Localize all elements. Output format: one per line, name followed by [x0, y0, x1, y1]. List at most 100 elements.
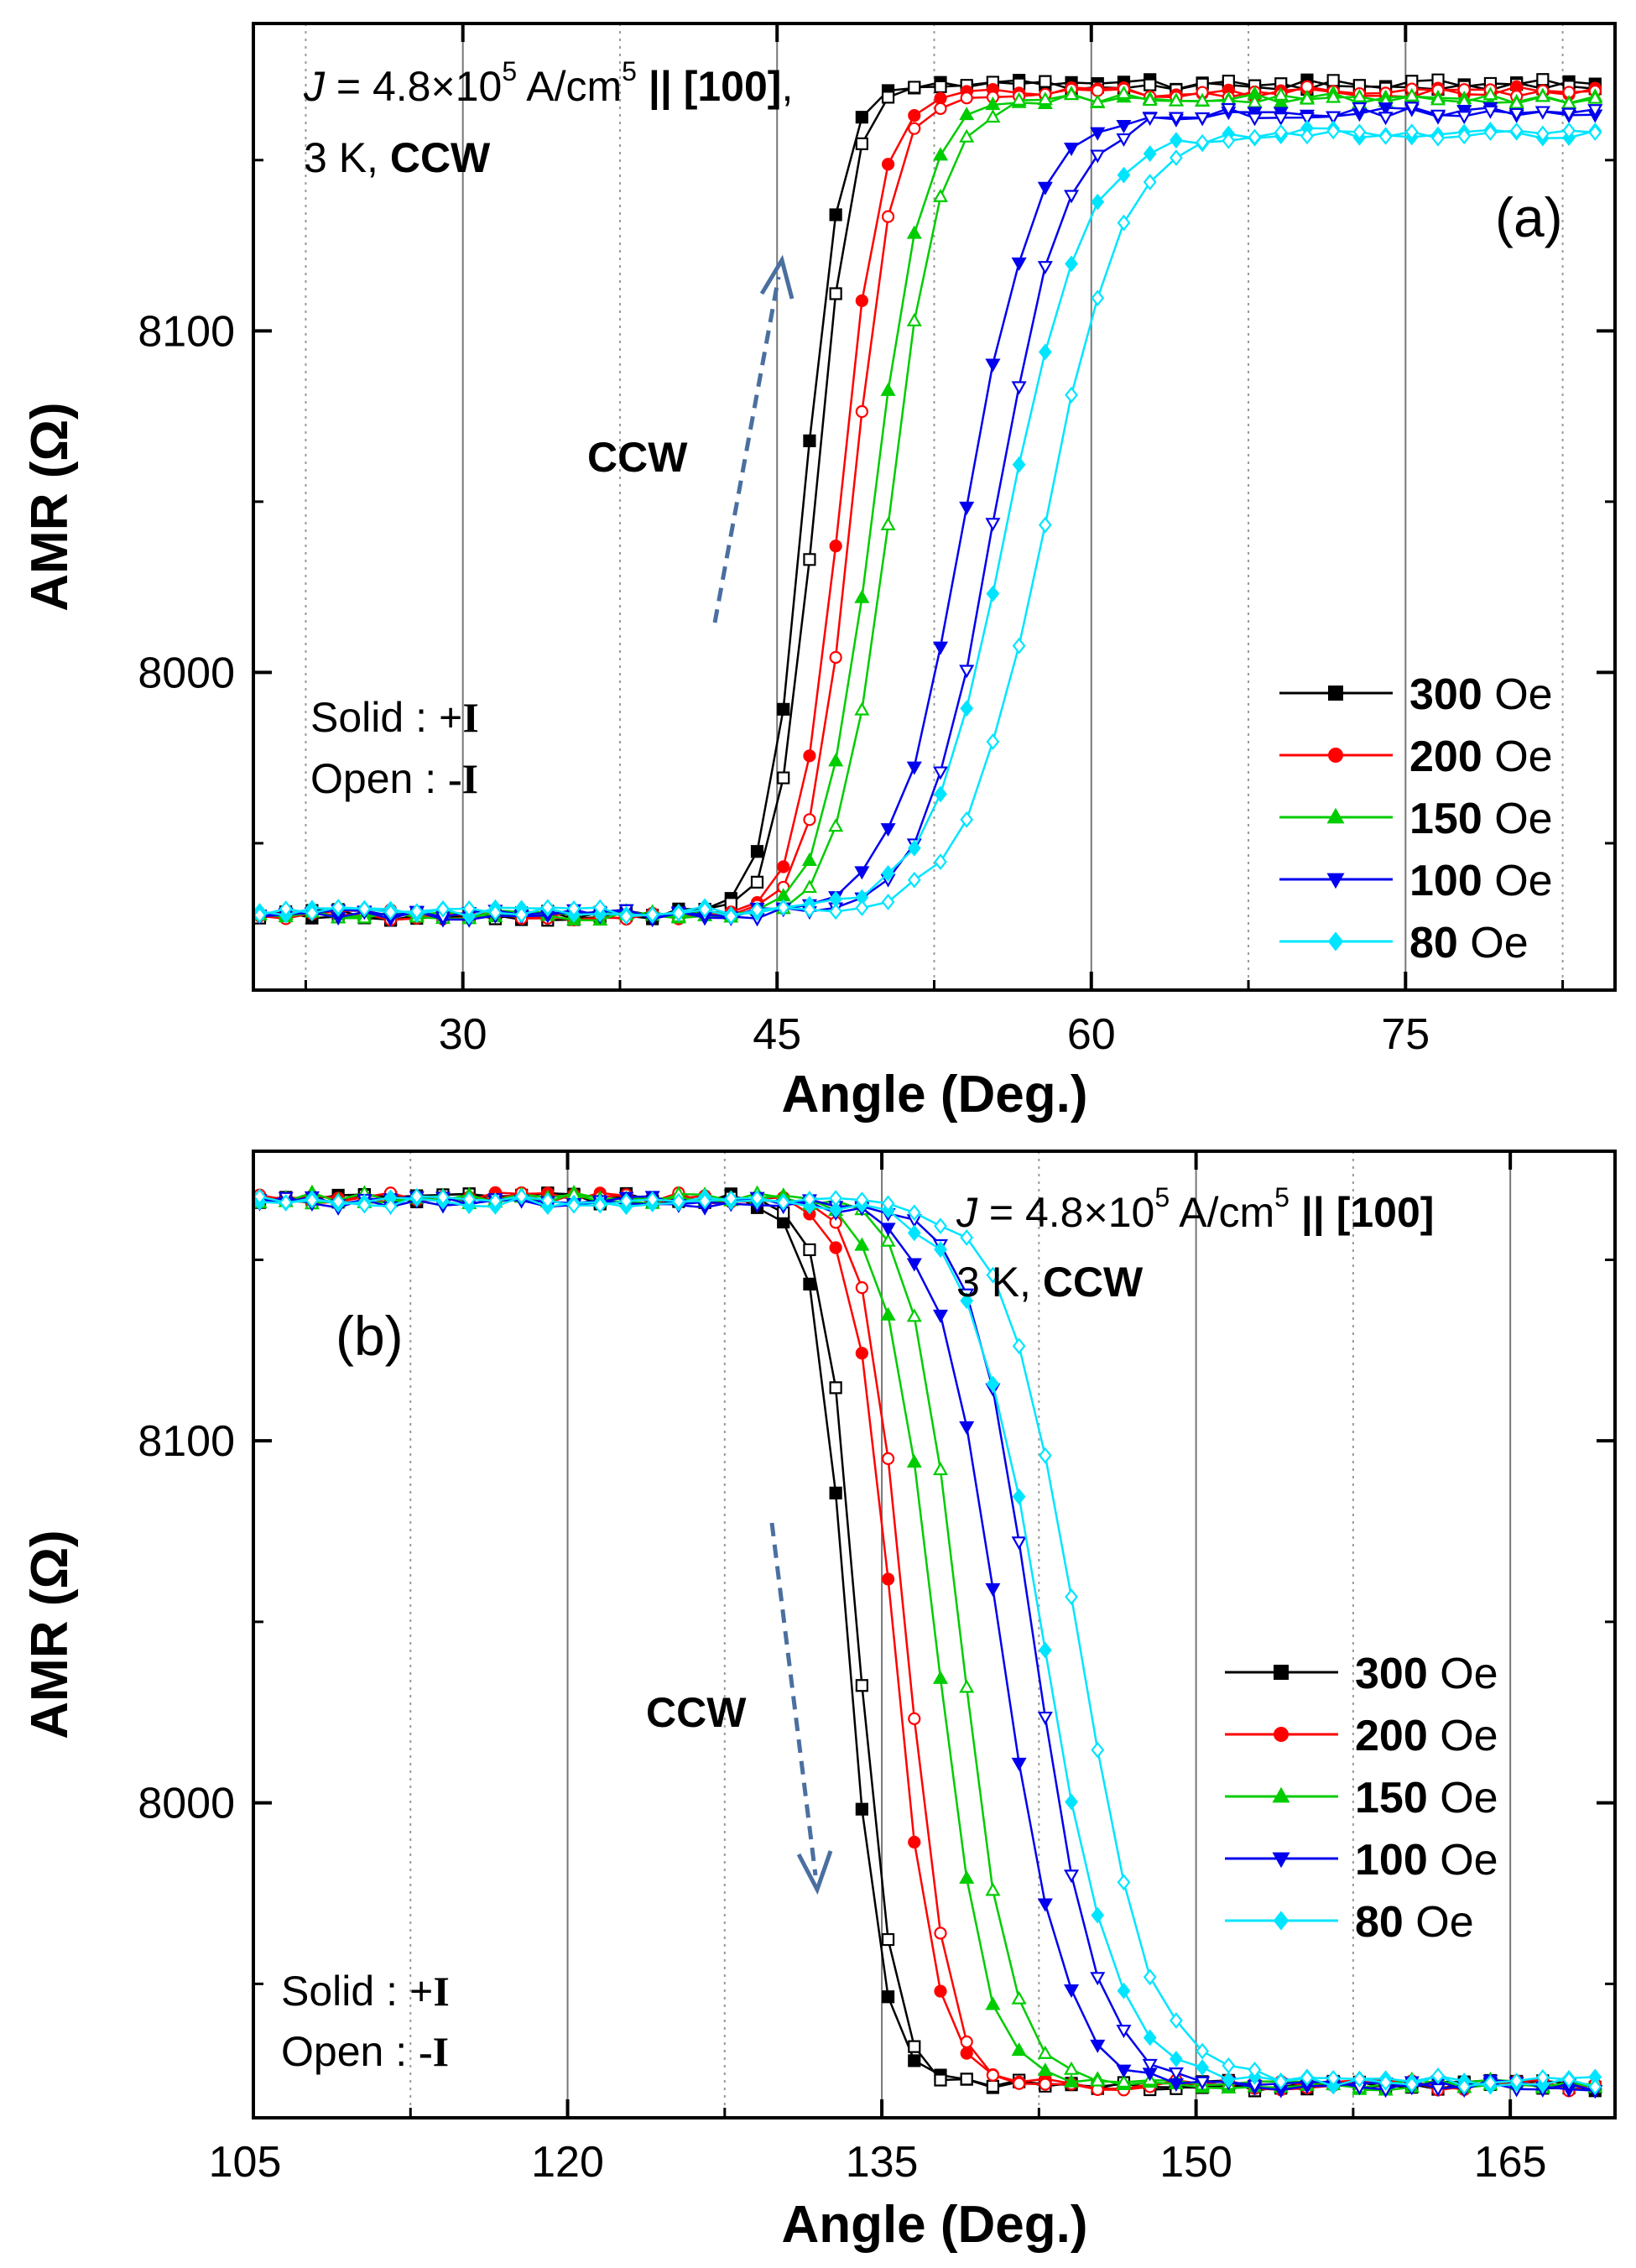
panel-b-legend-marker-100 [1272, 1852, 1290, 1869]
panel-b-series-80-open-point-46 [1457, 2078, 1472, 2095]
panel-a-j-value: = 4.8×10 [325, 63, 502, 110]
panel-a-series-150-open-point-40 [1299, 91, 1315, 105]
panel-a-x-tick-label-0: 30 [439, 1010, 487, 1059]
panel-b-series-200-open-point-22 [829, 1216, 842, 1229]
panel-a-series-80-solid-point-28 [986, 585, 1000, 602]
panel-a-series-80-open-point-24 [881, 894, 895, 910]
panel-b-series-80-open-point-13 [593, 1197, 607, 1214]
panel-b-series-300-solid-point-24 [881, 1990, 895, 2004]
panel-a-series-80-open-point-38 [1248, 128, 1262, 146]
panel-a-series-150-open-point-25 [906, 312, 922, 326]
panel-b-series-80-open-point-21 [803, 1191, 816, 1208]
panel-a-series-80-solid-point-27 [960, 700, 974, 717]
panel-b-series-100-open-point-31 [1064, 1869, 1080, 1884]
panel-a-series-100-open-point-27 [959, 665, 975, 679]
panel-b-series-150-solid-point-31 [1064, 2073, 1080, 2088]
panel-a-arrow-label: CCW [587, 434, 688, 481]
panel-b-series-80-open-point-47 [1483, 2074, 1498, 2092]
panel-b-legend-unit-150: Oe [1428, 1774, 1498, 1822]
panel-b-series-80-solid-point-36 [1196, 2059, 1210, 2076]
panel-a-series-200-open-point-21 [803, 813, 816, 826]
panel-b-series-80-open-point-1 [279, 1194, 293, 1212]
panel-a-series-150-open-point-32 [1090, 94, 1106, 108]
panel-a-series-80-open-line [259, 129, 1596, 918]
panel-a-series-100-open-point-38 [1247, 112, 1263, 127]
panel-a-series-80-open-point-27 [960, 811, 974, 828]
panel-a-series-80-open-point-21 [803, 901, 816, 919]
panel-a-series-100-open-point-26 [932, 766, 949, 780]
panel-b-series-80-solid-point-28 [986, 1375, 1000, 1393]
panel-a-series-300-open-point-19 [750, 875, 764, 889]
panel-a-series-100-open-point-45 [1430, 109, 1446, 123]
panel-a-series-150-open-point-42 [1352, 88, 1368, 102]
panel-a-legend-value-300: 300 [1409, 670, 1482, 719]
panel-a-series-150-open-point-34 [1142, 92, 1158, 107]
panel-a-legend-label-300: 300 Oe [1409, 670, 1553, 719]
panel-b-series-150-open-point-33 [1116, 2073, 1132, 2088]
panel-a-series-80-open-point-8 [462, 900, 477, 917]
panel-a-series-80-open-point-46 [1457, 128, 1472, 145]
panel-b-series-80-solid-point-34 [1143, 2029, 1157, 2046]
panel-b-series-80-open-point-33 [1117, 1874, 1131, 1891]
panel-b-j-exp: 5 [1154, 1182, 1170, 1212]
panel-b-series-80-solid-point-31 [1065, 1793, 1078, 1811]
panel-b-series-80-open-point-7 [436, 1188, 450, 1206]
panel-a-ccw-arrowhead [759, 254, 795, 300]
panel-a-series-150-open-point-35 [1168, 92, 1184, 107]
panel-a-legend-label-150: 150 Oe [1409, 795, 1553, 843]
panel-b-series-80-open-point-43 [1378, 2074, 1393, 2091]
panel-b-series-100-solid-point-33 [1116, 2064, 1132, 2078]
panel-a-series-200-solid-point-22 [829, 539, 842, 553]
panel-b-ccw-arrow [769, 1522, 818, 1876]
panel-a-series-80-solid-point-30 [1038, 343, 1052, 361]
panel-b-series-100-solid-point-28 [985, 1582, 1001, 1597]
panel-a-j-unit: A/cm [517, 63, 622, 110]
panel-a-series-100-open-point-35 [1168, 112, 1184, 126]
panel-a-series-100-solid-point-29 [1011, 257, 1027, 271]
panel-b-series-80-open-point-38 [1248, 2061, 1262, 2078]
panel-a-series-80-open-point-36 [1196, 133, 1210, 151]
panel-b-series-150-open-point-31 [1064, 2061, 1080, 2075]
panel-a-series-80-open-point-11 [540, 899, 555, 916]
panel-b-solid-sign: +I [409, 1968, 450, 2015]
panel-a-series-80-open-point-35 [1169, 149, 1183, 166]
panel-a-series-100-solid-point-31 [1064, 143, 1080, 157]
panel-a-legend-label-80: 80 Oe [1409, 919, 1529, 967]
panel-b-series-150-solid-point-26 [932, 1670, 949, 1684]
panel-b-series-200-solid-point-26 [934, 1984, 947, 1998]
panel-b-series-100-open-point-32 [1090, 1972, 1106, 1986]
panel-a-legend-marker-150 [1326, 807, 1345, 824]
panel-b-series-80-solid-point-35 [1169, 2051, 1183, 2067]
panel-a-series-200-open-point-46 [1457, 83, 1471, 96]
panel-b-series-200-solid-point-24 [881, 1572, 895, 1586]
panel-a-series-100-open-point-37 [1221, 102, 1237, 117]
panel-a-open-label: Open : [310, 755, 448, 802]
panel-a-series-80-open-point-5 [383, 904, 398, 921]
panel-a-series-80-open-point-28 [986, 733, 1000, 750]
panel-a-series-150-solid-point-25 [906, 225, 922, 239]
panel-b-legend-marker-80 [1273, 1911, 1290, 1931]
panel-a-series-150-open-line [259, 92, 1596, 920]
panel-a-series-150-open-point-21 [801, 879, 817, 894]
panel-a-series-150-open-point-47 [1482, 86, 1498, 101]
panel-b-series-150-open-line [259, 1191, 1596, 2089]
panel-b-series-200-open-point-23 [855, 1281, 868, 1295]
panel-a-j-unit-exp: 5 [622, 56, 637, 86]
panel-a-series-80-open-point-50 [1562, 122, 1576, 139]
panel-a-y-tick-label-0: 8000 [138, 649, 235, 697]
panel-b-series-80-open-point-29 [1012, 1337, 1026, 1355]
panel-a-x-tick-label-1: 45 [753, 1010, 801, 1059]
panel-a-series-100-open-point-48 [1508, 107, 1524, 122]
panel-b-series-80-open-point-8 [462, 1191, 477, 1208]
panel-b-x-tick-label-3: 150 [1159, 2138, 1232, 2187]
panel-b-legend-marker-200 [1273, 1727, 1290, 1742]
panel-a-series-100-open-point-46 [1456, 111, 1472, 125]
panel-a-series-100-solid-point-30 [1037, 181, 1053, 196]
panel-a-legend-marker-100 [1326, 873, 1345, 889]
panel-a-series-150-solid-point-28 [985, 96, 1001, 111]
panel-b-series-80-open-point-40 [1300, 2069, 1314, 2087]
panel-a-series-200-open-point-50 [1562, 86, 1576, 99]
panel-a-series-80-open-point-17 [698, 901, 711, 918]
panel-a-series-80-open-point-29 [1012, 637, 1026, 654]
panel-a-series-200-open-point-23 [855, 404, 868, 419]
